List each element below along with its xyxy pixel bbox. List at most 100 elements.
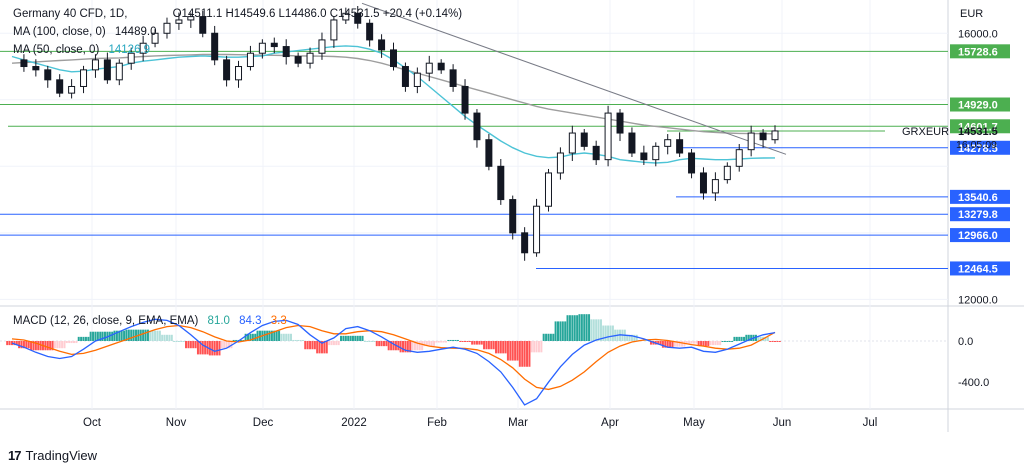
macd-value-3: 3.3 (270, 315, 287, 327)
macd-histogram-bar (373, 340, 376, 342)
macd-histogram-bar (692, 340, 695, 344)
x-tick-label: Feb (427, 417, 447, 429)
macd-histogram-bar (139, 329, 142, 341)
macd-histogram-bar (461, 340, 464, 342)
horizontal-levels (0, 50, 948, 269)
macd-histogram-bar (304, 340, 307, 350)
candle-body (80, 69, 88, 87)
macd-histogram-bar (94, 331, 97, 341)
macd-histogram-bar (530, 340, 533, 353)
macd-histogram-bar (571, 315, 574, 341)
macd-histogram-bar (118, 330, 121, 341)
level-label-bg (950, 140, 1010, 155)
candle-body (282, 46, 290, 58)
price-tick-label: 12000.0 (958, 294, 998, 306)
macd-histogram-bar (273, 330, 276, 341)
macd-histogram-bar (125, 329, 128, 341)
macd-legend[interactable]: MACD (12, 26, close, 9, EMA, EMA) 81.0 8… (13, 314, 293, 328)
candle-body (294, 56, 302, 64)
macd-histogram-bar (371, 340, 374, 342)
candle-body (115, 62, 123, 81)
candle-body (139, 42, 147, 54)
macd-histogram-bar (468, 340, 471, 342)
tradingview-logo-icon: 17 (8, 447, 22, 463)
macd-histogram-bar (349, 335, 352, 341)
macd-histogram-bar (690, 340, 693, 344)
macd-histogram-bar (630, 334, 633, 341)
macd-histogram-bar (53, 340, 56, 349)
macd-histogram-bar (330, 340, 333, 346)
candle-body (258, 42, 266, 54)
x-tick-label: 2022 (341, 417, 367, 429)
macd-histogram-bar (347, 335, 350, 341)
candle-body (390, 49, 397, 68)
macd-histogram-bar (44, 340, 47, 351)
last-price-symbol: GRXEUR (902, 126, 949, 138)
symbol-title[interactable]: Germany 40 CFD, 1D, (13, 8, 128, 20)
candle-body (497, 165, 505, 201)
macd-histogram-bar (320, 340, 323, 354)
macd-histogram-bar (716, 340, 719, 346)
macd-histogram-bar (738, 336, 741, 341)
macd-histogram-bar (366, 340, 369, 342)
macd-histogram-bar (309, 340, 312, 350)
candle-body (735, 149, 743, 167)
macd-histogram-bar (73, 340, 76, 344)
level-label-bg (950, 189, 1010, 204)
candle-body (401, 66, 409, 87)
macd-histogram-bar (444, 340, 447, 343)
macd-histogram-bar (92, 331, 95, 341)
macd-histogram-bar (385, 340, 388, 347)
footer: 17 TradingView (8, 446, 97, 464)
candle-body (652, 145, 660, 161)
macd-histogram-bar (611, 325, 614, 341)
macd-pane (0, 314, 948, 406)
macd-histogram-bar (58, 340, 61, 349)
candle-body (175, 19, 183, 24)
macd-histogram-bar (437, 340, 440, 343)
macd-histogram-bar (452, 339, 455, 341)
x-tick-label: May (683, 417, 705, 429)
macd-histogram-bar (318, 340, 321, 354)
macd-histogram-bar (115, 330, 118, 341)
footer-brand[interactable]: TradingView (25, 447, 98, 463)
macd-histogram-bar (719, 340, 722, 346)
x-tick-label: Jul (863, 417, 878, 429)
macd-histogram-bar (585, 314, 588, 341)
macd-histogram-bar (399, 340, 402, 353)
macd-histogram-bar (378, 340, 381, 347)
candle-body (592, 145, 600, 161)
macd-histogram-bar (30, 340, 33, 351)
candle-body (199, 16, 207, 34)
macd-histogram-bar (216, 340, 219, 356)
macd-histogram-bar (6, 340, 9, 346)
macd-histogram-bar (22, 340, 25, 349)
ma100-row[interactable]: MA (100, close, 0) 14489.0 (13, 25, 468, 39)
macd-histogram-bar (747, 334, 750, 341)
macd-histogram-bar (568, 315, 571, 341)
macd-histogram-bar (471, 340, 474, 345)
macd-histogram-bar (664, 340, 667, 348)
macd-histogram-bar (356, 335, 359, 341)
candle-body (449, 69, 457, 87)
macd-histogram-bar (702, 340, 705, 347)
macd-histogram-bar (778, 340, 781, 342)
macd-histogram-bar (423, 340, 426, 347)
level-label: 12966.0 (958, 230, 998, 242)
macd-histogram-bar (771, 340, 774, 342)
macd-histogram-bar (89, 331, 92, 341)
macd-histogram-bar (750, 334, 753, 341)
macd-histogram-bar (421, 340, 424, 351)
macd-histogram-bar (11, 340, 13, 346)
macd-histogram-bar (332, 340, 335, 346)
macd-histogram-bar (301, 339, 304, 341)
macd-histogram-bar (633, 334, 636, 341)
macd-histogram-bar (87, 336, 90, 341)
macd-histogram-bar (704, 340, 707, 347)
candle-body (413, 72, 421, 87)
candle-body (425, 62, 433, 74)
ma50-row[interactable]: MA (50, close, 0) 14126.9 (13, 43, 468, 57)
macd-histogram-bar (254, 333, 257, 341)
macd-histogram-bar (161, 334, 164, 341)
